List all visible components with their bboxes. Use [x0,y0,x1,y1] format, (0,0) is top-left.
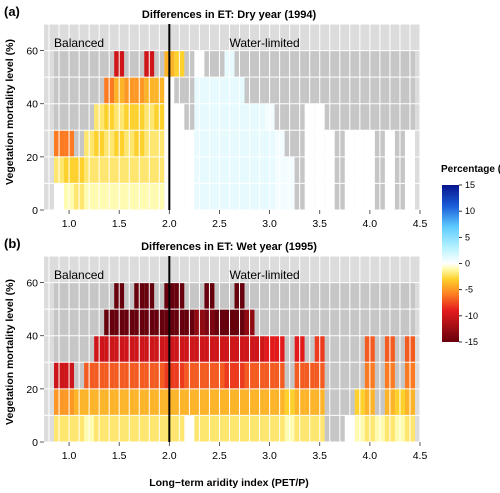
region-label-water-limited: Water-limited [229,36,299,50]
x-tick-label: 2.0 [162,218,177,230]
x-tick-label: 4.0 [363,218,378,230]
y-tick-label: 60 [26,278,38,290]
x-axis-label: Long−term aridity index (PET/P) [149,477,309,489]
x-tick-label: 2.5 [212,450,227,462]
colorbar-tick-label: 0 [465,259,470,269]
panel-dry-year: (a) Differences in ET: Dry year (1994) V… [4,4,427,230]
y-tick-label: 40 [26,331,38,343]
colorbar-ticks: 15 10 5 0 -5 -10 -15 [459,180,478,347]
heatmap-dry-year: Balanced Water-limited 0 20 40 60 1.0 1.5 2.0 2.5… [26,23,428,230]
region-label-water-limited: Water-limited [229,268,299,282]
y-tick-label: 20 [26,152,38,164]
colorbar-tick-label: 15 [465,180,475,190]
chart-title-dry-year: Differences in ET: Dry year (1994) [142,9,317,21]
colorbar-tick-label: -5 [465,285,473,295]
y-tick-label: 20 [26,384,38,396]
y-tick-label: 40 [26,99,38,111]
x-tick-label: 1.0 [62,218,77,230]
region-label-balanced: Balanced [54,268,104,282]
x-tick-label: 1.0 [62,450,77,462]
colorbar-tick-label: -10 [465,311,478,321]
panel-label-b: (b) [4,236,21,251]
x-tick-label: 3.5 [312,218,327,230]
y-axis-label-b: Vegetation mortality level (%) [4,279,16,425]
chart-title-wet-year: Differences in ET: Wet year (1995) [141,241,317,253]
x-tick-label: 4.0 [363,450,378,462]
x-tick-label: 2.5 [212,218,227,230]
x-tick-label: 3.0 [262,218,277,230]
colorbar: Percentage (%) 15 10 5 0 -5 -10 -15 [441,164,500,347]
y-axis-label-a: Vegetation mortality level (%) [4,39,16,185]
colorbar-tick-label: 5 [465,232,470,242]
panel-wet-year: (b) Differences in ET: Wet year (1995) V… [4,236,427,489]
x-tick-label: 4.5 [413,218,428,230]
x-tick-label: 3.5 [312,450,327,462]
heatmap-wet-year: Balanced Water-limited 0 20 40 60 1.0 1.5 2.0 2.5… [26,255,428,462]
y-tick-label: 0 [32,205,38,217]
x-tick-label: 4.5 [413,450,428,462]
region-label-balanced: Balanced [54,36,104,50]
x-tick-label: 1.5 [112,218,127,230]
colorbar-tick-label: -15 [465,337,478,347]
panel-label-a: (a) [4,4,20,19]
x-tick-label: 2.0 [162,450,177,462]
x-tick-label: 1.5 [112,450,127,462]
colorbar-gradient [442,185,459,342]
colorbar-title: Percentage (%) [441,164,500,175]
x-tick-label: 3.0 [262,450,277,462]
y-tick-label: 0 [32,437,38,449]
y-tick-label: 60 [26,46,38,58]
colorbar-tick-label: 10 [465,206,475,216]
